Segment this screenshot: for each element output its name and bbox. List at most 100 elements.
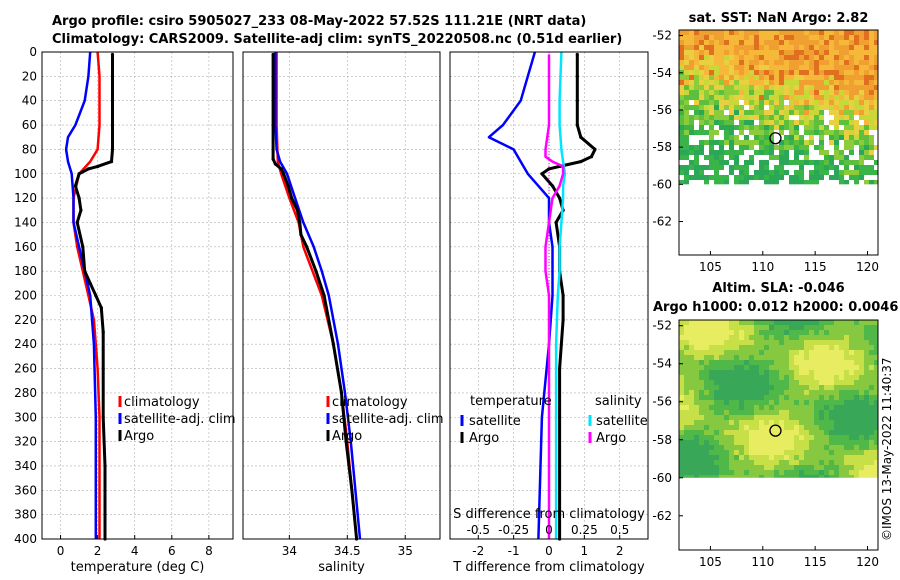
map-cell [734,470,739,475]
y-tick-label: 40 [22,94,37,108]
map-cell [814,165,819,170]
map-cell [789,380,794,385]
map-cell [864,50,869,55]
map-cell [794,425,799,430]
map-cell [709,155,714,160]
map-cell [689,420,694,425]
map-cell [759,470,764,475]
map-cell [759,430,764,435]
map-cell [874,380,878,385]
map-cell [779,160,784,165]
map-cell [709,115,714,120]
map-cell [869,355,874,360]
map-cell [744,415,749,420]
map-cell [729,85,734,90]
map-cell [719,370,724,375]
map-cell [839,120,844,125]
map-cell [794,70,799,75]
map-cell [864,475,869,478]
map-cell [774,90,779,95]
map-cell [809,455,814,460]
map-cell [779,380,784,385]
map-cell [849,125,854,130]
map-cell [859,85,864,90]
map-cell [754,100,759,105]
map-cell [689,320,694,325]
map-cell [734,175,739,180]
data-point [110,147,115,151]
map-cell [839,155,844,160]
map-cell [754,375,759,380]
map-cell [799,470,804,475]
data-point [575,74,579,78]
map-cell [844,155,849,160]
map-cell [689,475,694,478]
map-cell [774,30,779,35]
map-cell [829,430,834,435]
map-cell [709,55,714,60]
map-cell [734,455,739,460]
map-cell [869,455,874,460]
map-cell [824,160,829,165]
map-cell [814,360,819,365]
map-cell [709,95,714,100]
map-cell [799,380,804,385]
map-cell [874,50,878,55]
map-cell [774,445,779,450]
map-cell [854,360,859,365]
map-cell [714,110,719,115]
map-cell [809,30,814,35]
map-cell [734,35,739,40]
map-cell [814,410,819,415]
map-cell [864,360,869,365]
map-cell [874,65,878,70]
map-cell [799,90,804,95]
map-cell [779,85,784,90]
map-cell [834,435,839,440]
map-cell [834,65,839,70]
map-cell [719,50,724,55]
map-cell [804,380,809,385]
map-cell [804,455,809,460]
map-cell [864,105,869,110]
map-cell [679,110,684,115]
map-cell [719,95,724,100]
map-cell [719,65,724,70]
map-cell [829,130,834,135]
map-cell [694,90,699,95]
map-cell [819,150,824,155]
map-cell [839,175,844,180]
map-cell [679,340,684,345]
map-cell [714,340,719,345]
map-cell [789,415,794,420]
map-cell [859,140,864,145]
x-tick-label: 0 [545,544,553,558]
map-cell [739,135,744,140]
map-cell [709,80,714,85]
map-cell [799,70,804,75]
map-cell [689,415,694,420]
map-cell [869,370,874,375]
map-cell [804,410,809,415]
map-cell [824,325,829,330]
map-cell [729,50,734,55]
map-cell [739,340,744,345]
map-cell [859,330,864,335]
map-cell [699,115,704,120]
map-cell [769,405,774,410]
map-cell [789,115,794,120]
map-cell [779,125,784,130]
map-cell [769,360,774,365]
map-cell [729,470,734,475]
map-cell [729,345,734,350]
map-cell [684,440,689,445]
map-cell [814,135,819,140]
data-point [99,306,103,310]
map-cell [869,475,874,478]
map-cell [729,170,734,175]
map-cell [854,95,859,100]
map-cell [849,145,854,150]
map-cell [834,130,839,135]
map-cell [859,165,864,170]
map-cell [764,85,769,90]
